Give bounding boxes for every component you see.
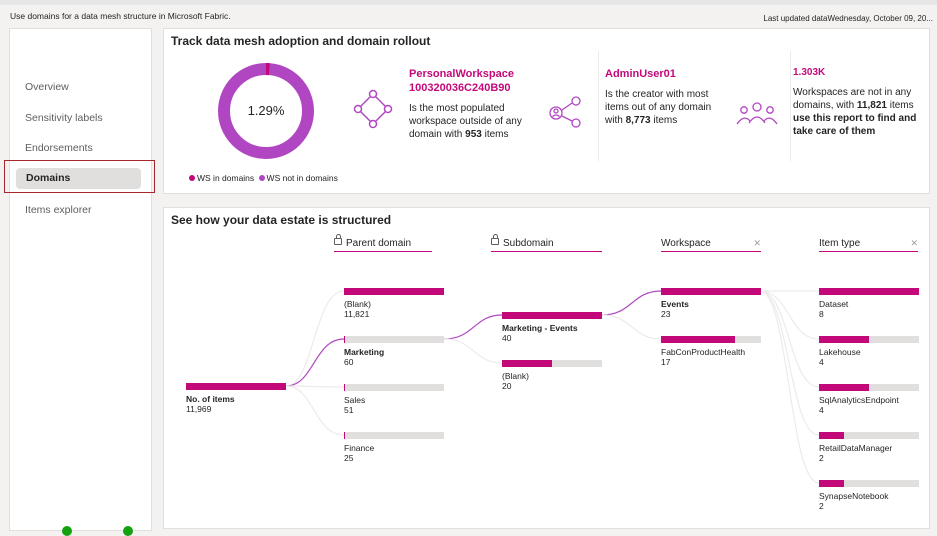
tree-node-parent-finance[interactable]: Finance 25 xyxy=(344,432,444,463)
lock-icon xyxy=(491,234,499,245)
node-label: (Blank) xyxy=(344,299,371,309)
node-label: Sales xyxy=(344,395,366,405)
tree-node-item-synapsenotebook[interactable]: SynapseNotebook 2 xyxy=(819,480,919,511)
node-value: 4 xyxy=(819,357,824,367)
tree-node-item-dataset[interactable]: Dataset 8 xyxy=(819,288,919,319)
tree-node-parent-marketing[interactable]: Marketing 60 xyxy=(344,336,444,367)
adoption-title: Track data mesh adoption and domain roll… xyxy=(171,34,431,48)
node-value: 2 xyxy=(819,501,824,511)
kpi-divider xyxy=(790,51,791,161)
node-label: Events xyxy=(661,299,689,309)
kpi-unassigned-cta: use this report to find and take care of… xyxy=(793,113,917,137)
tree-node-item-sqlanalyticsendpoint[interactable]: SqlAnalyticsEndpoint 4 xyxy=(819,384,919,415)
node-value: 8 xyxy=(819,309,824,319)
node-label: Lakehouse xyxy=(819,347,861,357)
nav-item-endorsements[interactable]: Endorsements xyxy=(25,142,93,154)
report-subtitle: Use domains for a data mesh structure in… xyxy=(10,11,231,21)
status-dot-icon xyxy=(123,526,133,536)
lock-icon xyxy=(334,234,342,245)
node-label: Finance xyxy=(344,443,375,453)
col-header-workspace[interactable]: Workspace ✕ xyxy=(661,238,761,252)
tree-node-subdomain-marketing-events[interactable]: Marketing - Events 40 xyxy=(502,312,602,343)
close-icon[interactable]: ✕ xyxy=(910,238,918,248)
status-dot-icon xyxy=(62,526,72,536)
kpi-workspace-text: Is the most populated workspace outside … xyxy=(409,103,522,140)
col-header-item-type[interactable]: Item type ✕ xyxy=(819,238,918,252)
node-label: (Blank) xyxy=(502,371,529,381)
kpi-creator-text: Is the creator with most items out of an… xyxy=(605,89,712,126)
kpi-workspace-id: 100320036C240B90 xyxy=(409,82,511,94)
node-label: RetailDataManager xyxy=(819,443,893,453)
top-border xyxy=(0,0,937,5)
kpi-workspace-name: PersonalWorkspace xyxy=(409,68,514,80)
nav-item-items-explorer[interactable]: Items explorer xyxy=(25,204,92,216)
structure-title: See how your data estate is structured xyxy=(171,213,392,227)
node-value: 20 xyxy=(502,381,512,391)
node-label: Marketing - Events xyxy=(502,323,578,333)
legend-in-domains[interactable]: WS in domains xyxy=(197,173,255,183)
legend-dot-icon xyxy=(189,175,195,181)
legend-not-in-domains[interactable]: WS not in domains xyxy=(266,173,338,183)
tree-node-workspace-fabconproducthealth[interactable]: FabConProductHealth 17 xyxy=(661,336,761,367)
donut-chart: 1.29% xyxy=(218,63,314,159)
last-updated-text: Last updated dataWednesday, October 09, … xyxy=(763,14,933,23)
adoption-panel: Track data mesh adoption and domain roll… xyxy=(163,28,930,194)
tree-node-item-lakehouse[interactable]: Lakehouse 4 xyxy=(819,336,919,367)
user-share-icon xyxy=(549,96,581,128)
donut-slice-in-domains[interactable] xyxy=(218,63,314,159)
node-label: No. of items xyxy=(186,394,235,404)
donut-legend: WS in domains WS not in domains xyxy=(189,173,338,183)
structure-panel: See how your data estate is structured P… xyxy=(163,207,930,529)
node-value: 11,821 xyxy=(344,309,370,319)
node-label: SynapseNotebook xyxy=(819,491,889,501)
node-value: 25 xyxy=(344,453,354,463)
people-group-icon xyxy=(736,102,778,125)
kpi-unassigned-text: Workspaces are not in any domains, with … xyxy=(793,87,917,137)
node-value: 23 xyxy=(661,309,671,319)
node-label: SqlAnalyticsEndpoint xyxy=(819,395,899,405)
sidebar-nav: Overview Sensitivity labels Endorsements… xyxy=(4,28,155,536)
col-header-parent-domain[interactable]: Parent domain xyxy=(334,234,432,252)
tree-node-parent-blank[interactable]: (Blank) 11,821 xyxy=(344,288,444,319)
node-value: 2 xyxy=(819,453,824,463)
kpi-creator-title: AdminUser01 xyxy=(605,68,676,80)
kpi-unassigned-title: 1.303K xyxy=(793,67,826,78)
tree-node-workspace-events[interactable]: Events 23 xyxy=(661,288,761,319)
tree-connector-lines xyxy=(285,290,820,484)
col-header-subdomain[interactable]: Subdomain xyxy=(491,234,602,252)
legend-dot-icon xyxy=(258,175,265,181)
node-value: 4 xyxy=(819,405,824,415)
node-label: Dataset xyxy=(819,299,849,309)
node-value: 17 xyxy=(661,357,671,367)
node-value: 51 xyxy=(344,405,354,415)
node-label: FabConProductHealth xyxy=(661,347,746,357)
workspace-nodes-icon xyxy=(353,89,393,129)
nav-item-domains[interactable]: Domains xyxy=(16,168,141,189)
nav-item-sensitivity-labels[interactable]: Sensitivity labels xyxy=(25,112,103,124)
kpi-divider xyxy=(598,51,599,161)
tree-node-root[interactable]: No. of items 11,969 xyxy=(186,383,286,414)
node-label: Marketing xyxy=(344,347,385,357)
kpi-workspace-title: PersonalWorkspace 100320036C240B90 xyxy=(409,67,514,95)
active-item-highlight xyxy=(4,160,155,193)
close-icon[interactable]: ✕ xyxy=(753,238,761,248)
nav-item-overview[interactable]: Overview xyxy=(25,81,69,93)
tree-node-parent-sales[interactable]: Sales 51 xyxy=(344,384,444,415)
node-value: 40 xyxy=(502,333,512,343)
donut-center-label: 1.29% xyxy=(248,103,285,118)
node-value: 11,969 xyxy=(186,404,212,414)
node-value: 60 xyxy=(344,357,354,367)
tree-node-item-retaildatamanager[interactable]: RetailDataManager 2 xyxy=(819,432,919,463)
tree-node-subdomain-blank[interactable]: (Blank) 20 xyxy=(502,360,602,391)
